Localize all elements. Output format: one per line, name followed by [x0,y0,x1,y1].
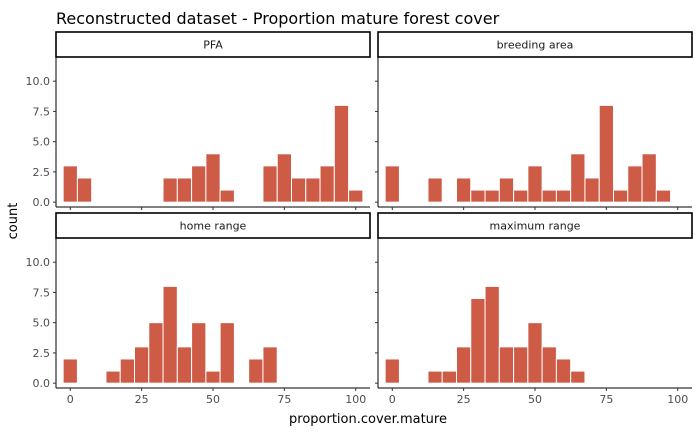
histogram-bar [555,189,572,203]
histogram-bar [541,189,557,203]
histogram-bar [105,370,121,384]
y-tick-label: 0.0 [33,377,51,390]
y-tick-label: 7.5 [33,105,51,118]
histogram-bar [456,177,472,203]
histogram-bar [205,153,221,203]
histogram-bar [541,346,557,384]
histogram-bar [62,358,78,384]
histogram-bar [498,177,515,203]
y-tick-label: 2.5 [33,166,51,179]
y-tick-label: 7.5 [33,286,51,299]
histogram-bar [456,346,472,384]
histogram-bar [513,346,529,384]
y-tick-label: 10.0 [26,256,51,269]
histogram-bar [627,165,643,203]
x-tick-label: 25 [457,393,471,406]
y-tick-label: 10.0 [26,75,51,88]
histogram-bar [384,358,400,384]
histogram-bar [513,189,529,203]
x-tick-label: 100 [667,393,688,406]
histogram-bar [262,165,278,203]
histogram-bar [119,358,135,384]
histogram-bar [319,165,335,203]
histogram-bar [176,346,193,384]
histogram-bar [176,177,193,203]
x-tick-label: 25 [135,393,149,406]
histogram-bar [427,177,443,203]
x-tick-label: 0 [67,393,74,406]
facet-home-range: home range 0.0 2.5 5.0 7.5 10.0 0 25 50 75 100 [26,212,371,406]
histogram-bar [348,189,364,203]
facet-strip [377,212,693,239]
histogram-bar [291,177,307,203]
histogram-bar [641,153,657,203]
facet-strip-label: home range [180,220,247,233]
x-tick-label: 0 [389,393,396,406]
histogram-bar [276,153,292,203]
facet-strip-label: maximum range [490,220,581,233]
y-tick-label: 0.0 [33,196,51,209]
histogram-bar [598,104,615,203]
histogram-bar [76,177,93,203]
histogram-bar [527,322,543,384]
histogram-bar [484,189,500,203]
y-tick-label: 5.0 [33,317,51,330]
facet-maximum-range: maximum range 0 25 50 75 100 [375,212,693,406]
histogram-bar [262,346,278,384]
chart-title: Reconstructed dataset - Proportion matur… [56,9,500,28]
y-axis-label: count [6,203,21,240]
facet-panels: PFA 0.0 2.5 5.0 7.5 10.0 breeding area home ran… [26,31,693,406]
histogram-bar [191,165,207,203]
histogram-bar [527,165,543,203]
histogram-bar [219,189,235,203]
histogram-bar [427,370,443,384]
facet-strip-label: PFA [203,39,223,52]
x-tick-label: 100 [345,393,366,406]
facet-strip [55,212,371,239]
histogram-bar [62,165,78,203]
histogram-bar [555,358,572,384]
facet-strip [377,31,693,58]
histogram-bar [570,370,586,384]
histogram-bar [484,285,500,384]
histogram-bar [305,177,321,203]
histogram-bar [384,165,400,203]
histogram-bar [191,322,207,384]
histogram-bar [470,189,486,203]
y-tick-label: 5.0 [33,136,51,149]
histogram-bar [441,370,457,384]
facet-breeding-area: breeding area [375,31,693,210]
histogram-bar [219,322,235,384]
histogram-bar [498,346,515,384]
x-tick-label: 50 [206,393,220,406]
x-tick-label: 75 [599,393,613,406]
histogram-bar [584,177,600,203]
facet-strip-label: breeding area [497,39,574,52]
histogram-bar [134,346,150,384]
histogram-bar [148,322,164,384]
histogram-bar [470,297,486,384]
facet-strip [55,31,371,58]
histogram-bar [613,189,629,203]
histogram-bar [248,358,264,384]
x-tick-label: 50 [528,393,542,406]
histogram-bar [570,153,586,203]
histogram-bar [162,177,178,203]
histogram-bar [205,370,221,384]
histogram-bar [333,104,350,203]
x-axis-label: proportion.cover.mature [289,412,447,427]
x-tick-label: 75 [277,393,291,406]
y-tick-label: 2.5 [33,347,51,360]
facet-pfa: PFA 0.0 2.5 5.0 7.5 10.0 [26,31,371,210]
histogram-bar [162,285,178,384]
histogram-bar [655,189,672,203]
